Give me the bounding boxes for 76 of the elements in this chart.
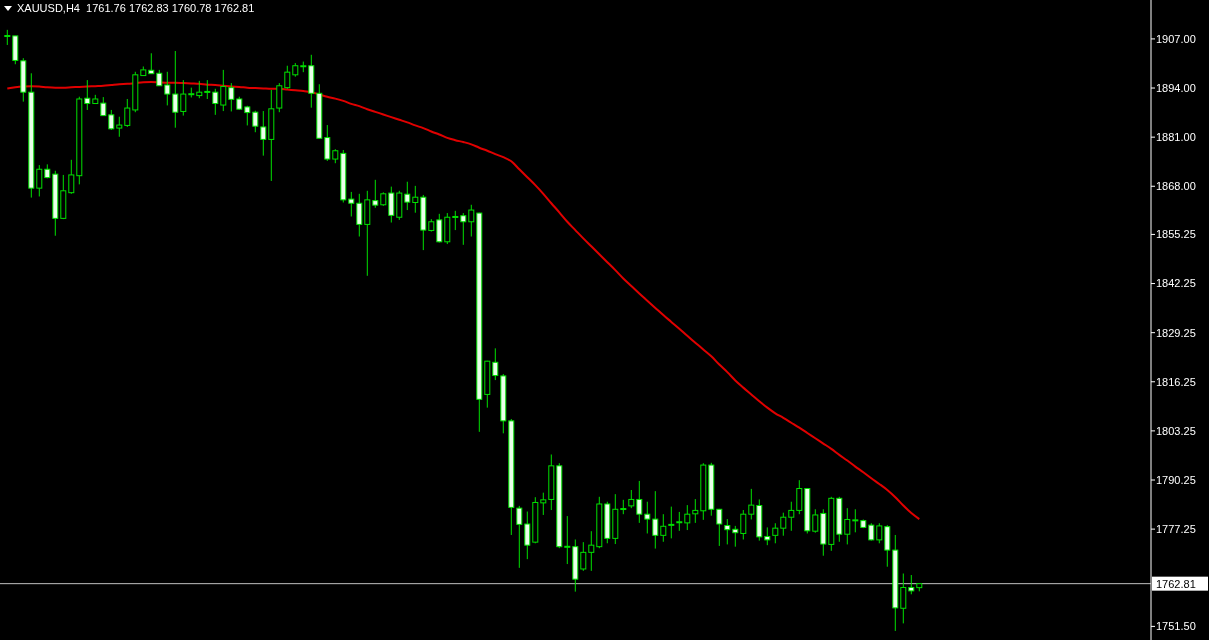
candlestick <box>84 79 91 111</box>
candlestick <box>260 110 267 157</box>
candlestick <box>108 109 115 131</box>
y-tick-label: 1907.00 <box>1156 32 1196 45</box>
candlestick <box>516 505 523 569</box>
y-tick-label: 1881.00 <box>1156 130 1196 143</box>
y-tick-label: 1803.25 <box>1156 424 1196 437</box>
candlestick <box>716 508 723 547</box>
candlestick <box>356 193 363 238</box>
candlestick <box>692 498 699 524</box>
candlestick <box>180 79 187 117</box>
candlestick <box>588 530 595 572</box>
candlestick <box>228 82 235 112</box>
candlestick <box>580 541 587 572</box>
candlestick <box>636 480 643 524</box>
candlestick <box>452 210 459 231</box>
y-tick-label: 1829.25 <box>1156 326 1196 339</box>
candlestick <box>524 511 531 560</box>
y-tick-label: 1842.25 <box>1156 277 1196 290</box>
candlestick <box>732 525 739 548</box>
y-tick-label: 1868.00 <box>1156 180 1196 193</box>
candlestick <box>652 490 659 550</box>
y-tick-label: 1751.50 <box>1156 620 1196 633</box>
candlestick <box>772 522 779 544</box>
candlestick <box>164 71 171 106</box>
y-tick-label: 1790.25 <box>1156 473 1196 486</box>
candlestick <box>388 186 395 224</box>
candlestick <box>124 98 131 128</box>
candlestick <box>100 96 107 117</box>
candlestick <box>540 492 547 516</box>
candlestick <box>468 204 475 238</box>
candlestick <box>748 488 755 520</box>
y-tick-label: 1777.25 <box>1156 522 1196 535</box>
candlestick <box>324 124 331 162</box>
y-tick-label: 1894.00 <box>1156 81 1196 94</box>
candlestick <box>644 501 651 534</box>
candlestick <box>812 508 819 534</box>
candlestick <box>900 573 907 624</box>
candlestick <box>372 179 379 209</box>
candlestick <box>780 512 787 537</box>
chart-title: XAUUSD,H4 1761.76 1762.83 1760.78 1762.81 <box>17 2 255 14</box>
candlestick <box>212 88 219 116</box>
candlestick <box>796 479 803 515</box>
candlestick <box>68 159 75 195</box>
candlestick <box>724 518 731 545</box>
candlestick <box>116 116 123 138</box>
candlestick <box>676 511 683 532</box>
candlestick <box>564 515 571 565</box>
y-tick-label: 1816.25 <box>1156 375 1196 388</box>
candlestick <box>252 110 259 133</box>
y-tick-label: 1855.25 <box>1156 228 1196 241</box>
candlestick <box>492 347 499 381</box>
candlestick <box>684 504 691 531</box>
candlestick <box>788 501 795 532</box>
candlestick <box>204 79 211 100</box>
candlestick <box>460 212 467 246</box>
candlestick <box>404 181 411 211</box>
candlestick <box>36 164 43 197</box>
candlestick <box>348 191 355 217</box>
candlestick <box>740 509 747 540</box>
candlestick <box>844 507 851 545</box>
candlestick <box>172 50 179 129</box>
candlestick <box>436 213 443 244</box>
candlestick <box>876 522 883 544</box>
candlestick <box>668 506 675 539</box>
candlestick <box>660 513 667 543</box>
candlestick <box>284 65 291 90</box>
candlestick <box>908 574 915 595</box>
candlestick <box>412 185 419 214</box>
candlestick <box>276 82 283 113</box>
candlestick <box>628 489 635 509</box>
candlestick <box>148 52 155 75</box>
candlestick <box>852 508 859 533</box>
ref-line-label: 1762.81 <box>1156 577 1196 590</box>
candlestick <box>884 524 891 568</box>
candlestick <box>220 69 227 112</box>
